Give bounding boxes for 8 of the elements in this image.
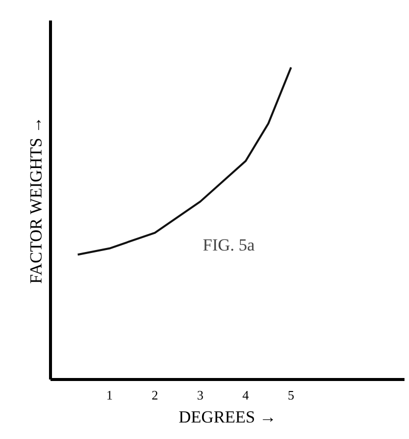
annotation: FIG. 5a	[202, 236, 256, 255]
x-tick-label: 3	[197, 388, 204, 402]
x-axis-title: DEGREES →	[178, 408, 276, 426]
x-tick-label: 4	[242, 388, 250, 402]
y-axis-title: FACTOR WEIGHTS →	[26, 116, 46, 284]
x-tick-label: 1	[106, 388, 113, 402]
x-tick-label: 2	[152, 388, 158, 402]
x-tick-label: 5	[288, 388, 294, 402]
